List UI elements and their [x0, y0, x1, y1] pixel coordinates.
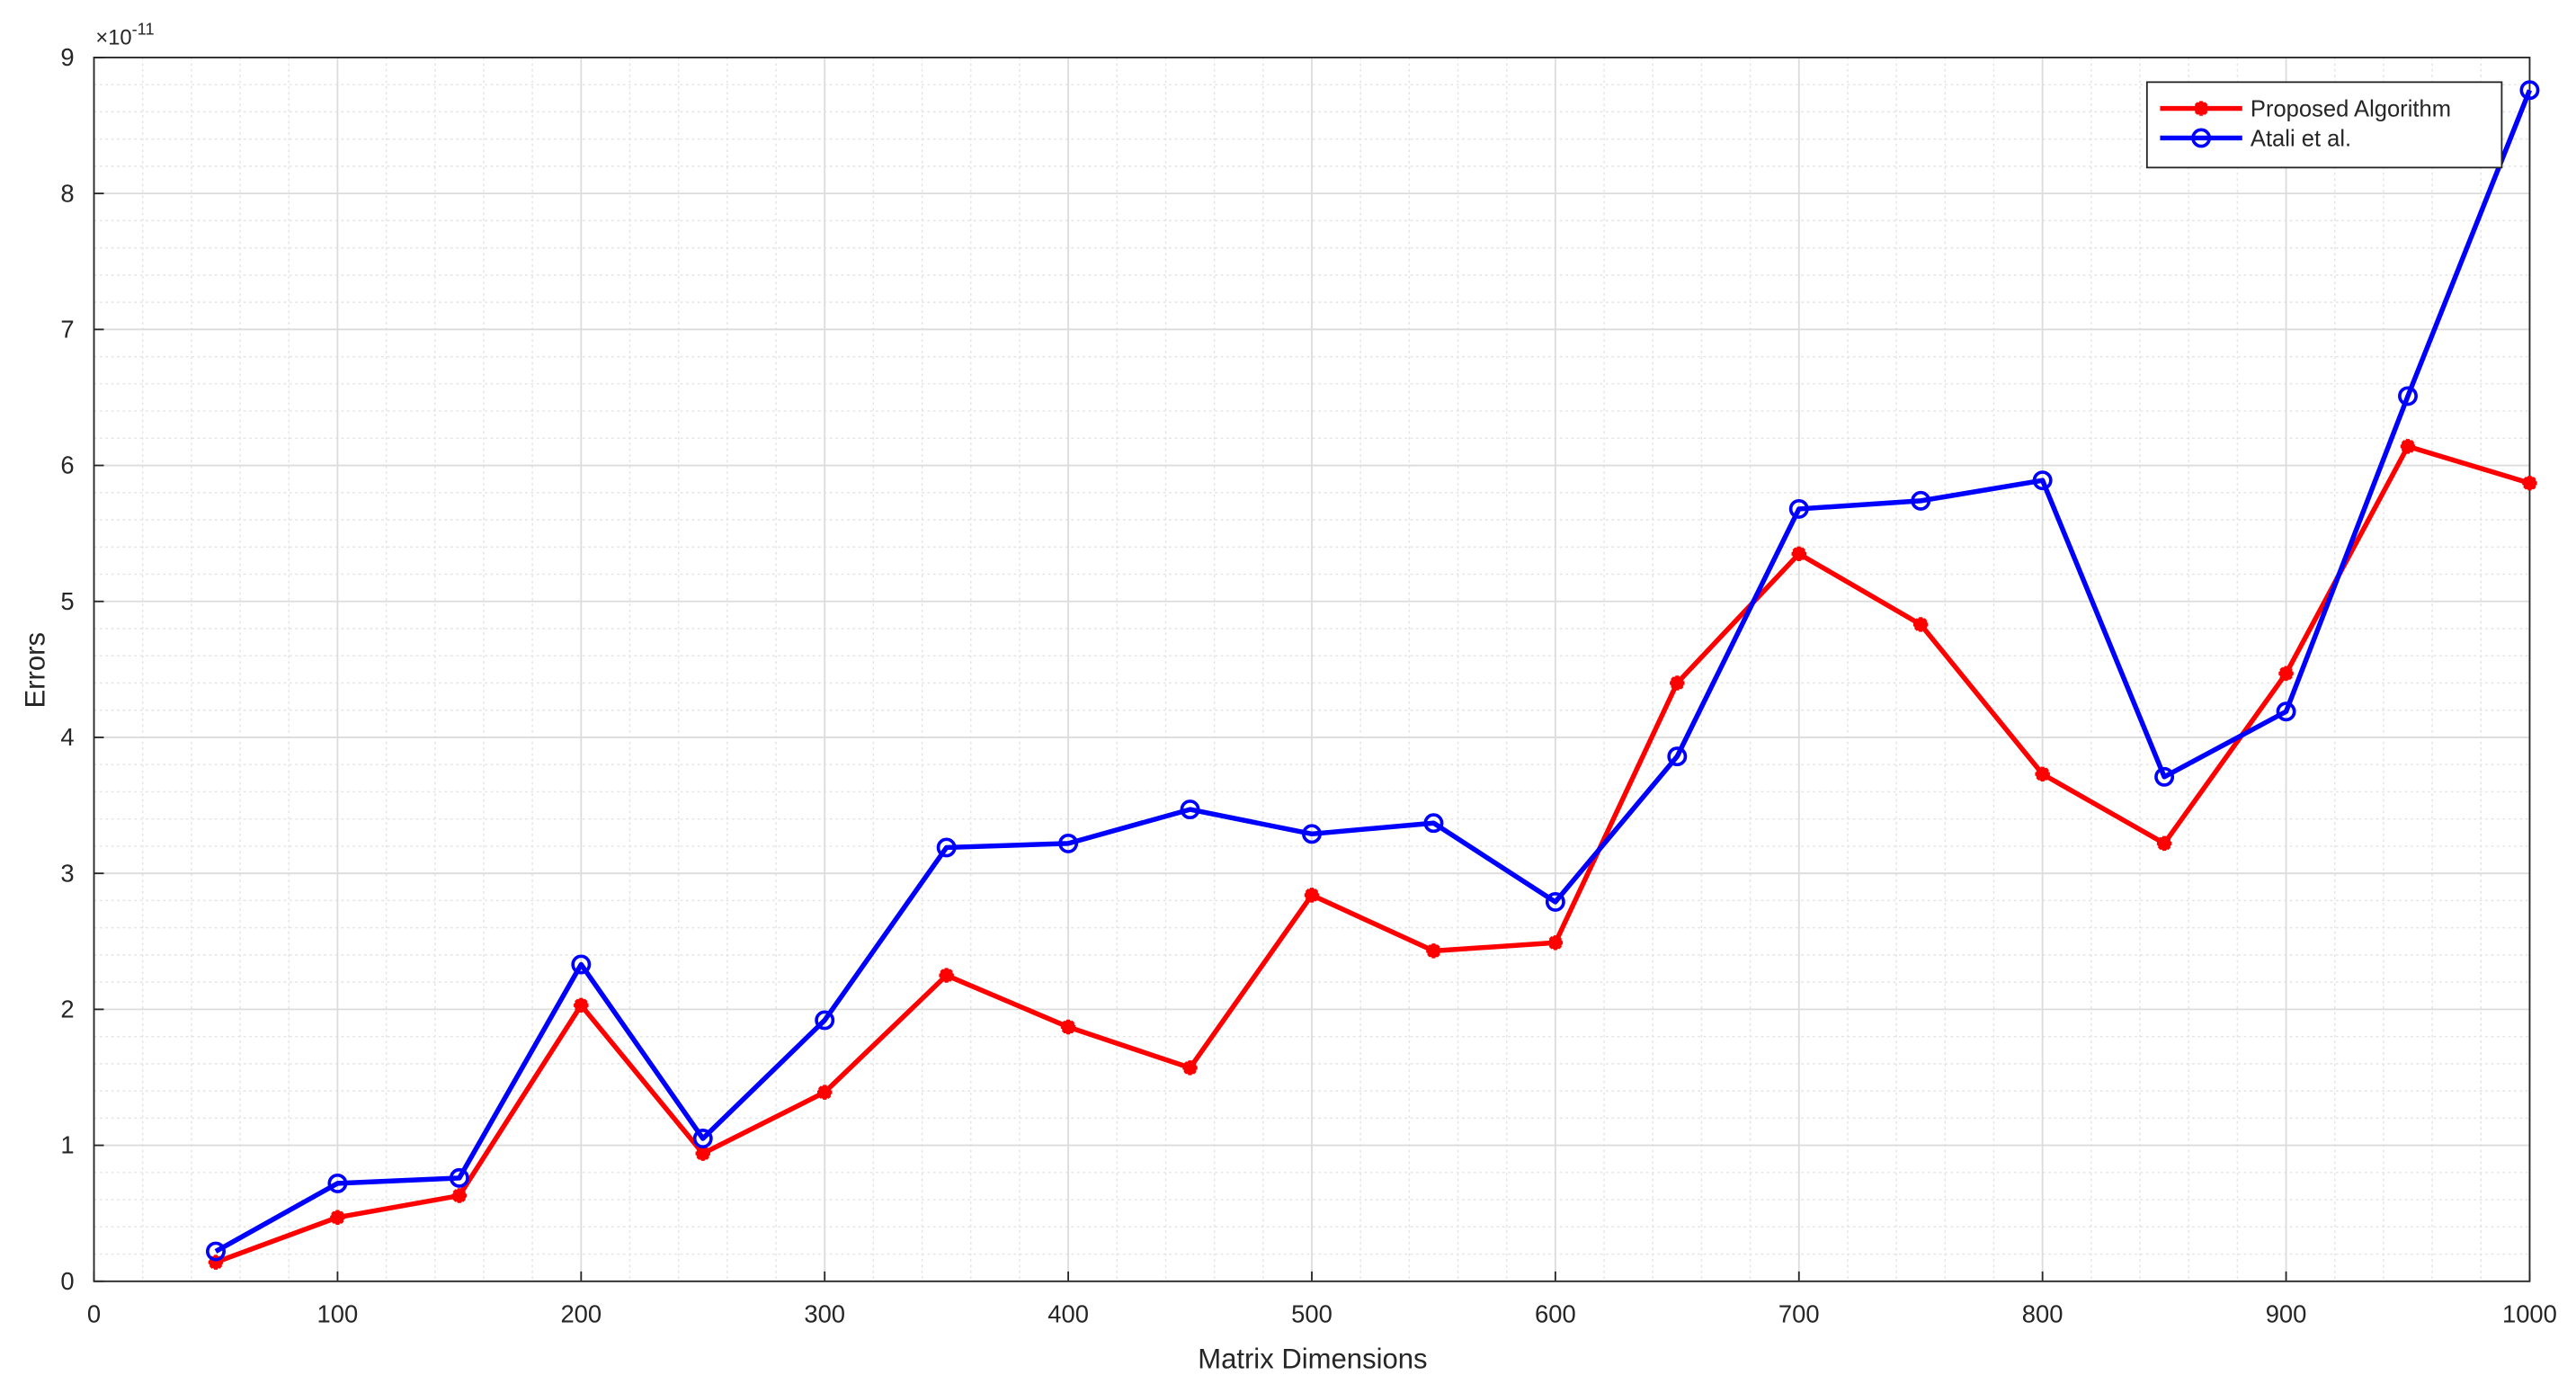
- x-tick-label: 500: [1291, 1299, 1333, 1327]
- marker: [1667, 746, 1688, 767]
- marker: [936, 837, 957, 858]
- y-exponent: ×10-11: [95, 19, 154, 49]
- data-line: [214, 89, 2532, 1254]
- marker: [1180, 799, 1200, 820]
- marker: [571, 954, 592, 975]
- marker: [1912, 617, 1929, 632]
- legend-marker: [2191, 128, 2212, 148]
- marker: [330, 1210, 345, 1225]
- legend: Proposed Algorithm Atali et al.: [2145, 81, 2503, 169]
- legend-marker: [2193, 101, 2209, 116]
- marker: [1788, 498, 1809, 519]
- marker: [939, 968, 954, 983]
- plot-frame: [93, 57, 2531, 1282]
- marker: [2398, 386, 2418, 406]
- x-axis-label: Matrix Dimensions: [1198, 1344, 1427, 1375]
- x-tick-label: 600: [1535, 1299, 1576, 1327]
- marker: [2156, 835, 2172, 852]
- legend-box: [2145, 81, 2503, 169]
- marker: [2154, 766, 2175, 787]
- y-tick-label: 7: [60, 315, 74, 343]
- y-tick-label: 6: [60, 451, 74, 479]
- y-tick-label: 4: [60, 723, 74, 751]
- marker: [2032, 470, 2053, 491]
- x-tick-label: 400: [1047, 1299, 1089, 1327]
- marker: [1058, 833, 1079, 853]
- marker: [2519, 80, 2540, 101]
- marker: [2276, 701, 2296, 722]
- marker: [1911, 490, 1931, 511]
- y-tick-label: 8: [60, 179, 74, 207]
- marker: [208, 1255, 224, 1270]
- y-tick-label: 5: [60, 587, 74, 615]
- y-tick-label: 0: [60, 1267, 74, 1295]
- marker: [1182, 1060, 1198, 1076]
- y-tick-label: 2: [60, 996, 74, 1023]
- x-tick-label: 1000: [2502, 1299, 2557, 1327]
- marker: [2278, 665, 2294, 682]
- y-tick-label: 3: [60, 859, 74, 887]
- x-tick-label: 800: [2022, 1299, 2063, 1327]
- x-tick-label: 100: [317, 1299, 359, 1327]
- y-axis-label: Errors: [20, 632, 51, 709]
- marker: [327, 1173, 348, 1193]
- marker: [1423, 813, 1444, 834]
- marker: [1547, 935, 1564, 951]
- y-tick-label: 9: [60, 43, 74, 71]
- legend-label: Proposed Algorithm: [2251, 97, 2451, 122]
- x-tick-label: 0: [87, 1299, 101, 1327]
- marker: [2400, 439, 2416, 454]
- marker: [1670, 675, 1685, 691]
- legend-label: Atali et al.: [2251, 127, 2351, 152]
- x-tick-label: 300: [804, 1299, 845, 1327]
- marker: [206, 1241, 226, 1262]
- marker: [816, 1085, 833, 1100]
- marker: [1302, 824, 1322, 844]
- marker: [574, 997, 589, 1013]
- data-line: [215, 443, 2531, 1265]
- marker: [1426, 943, 1441, 959]
- x-tick-label: 900: [2266, 1299, 2307, 1327]
- x-tick-label: 200: [560, 1299, 602, 1327]
- marker: [449, 1167, 469, 1188]
- y-exponent-power: -11: [132, 19, 155, 38]
- marker: [815, 1010, 835, 1031]
- y-multiplier: ×10: [95, 26, 131, 49]
- y-tick-label: 1: [60, 1131, 74, 1159]
- x-tick-label: 700: [1778, 1299, 1820, 1327]
- marker: [1545, 891, 1565, 912]
- marker: [1060, 1019, 1076, 1035]
- marker: [695, 1146, 710, 1161]
- marker: [1791, 546, 1806, 562]
- marker: [692, 1129, 713, 1148]
- marker: [451, 1188, 468, 1203]
- marker: [1304, 888, 1320, 903]
- marker: [2522, 475, 2537, 491]
- marker: [2035, 766, 2050, 782]
